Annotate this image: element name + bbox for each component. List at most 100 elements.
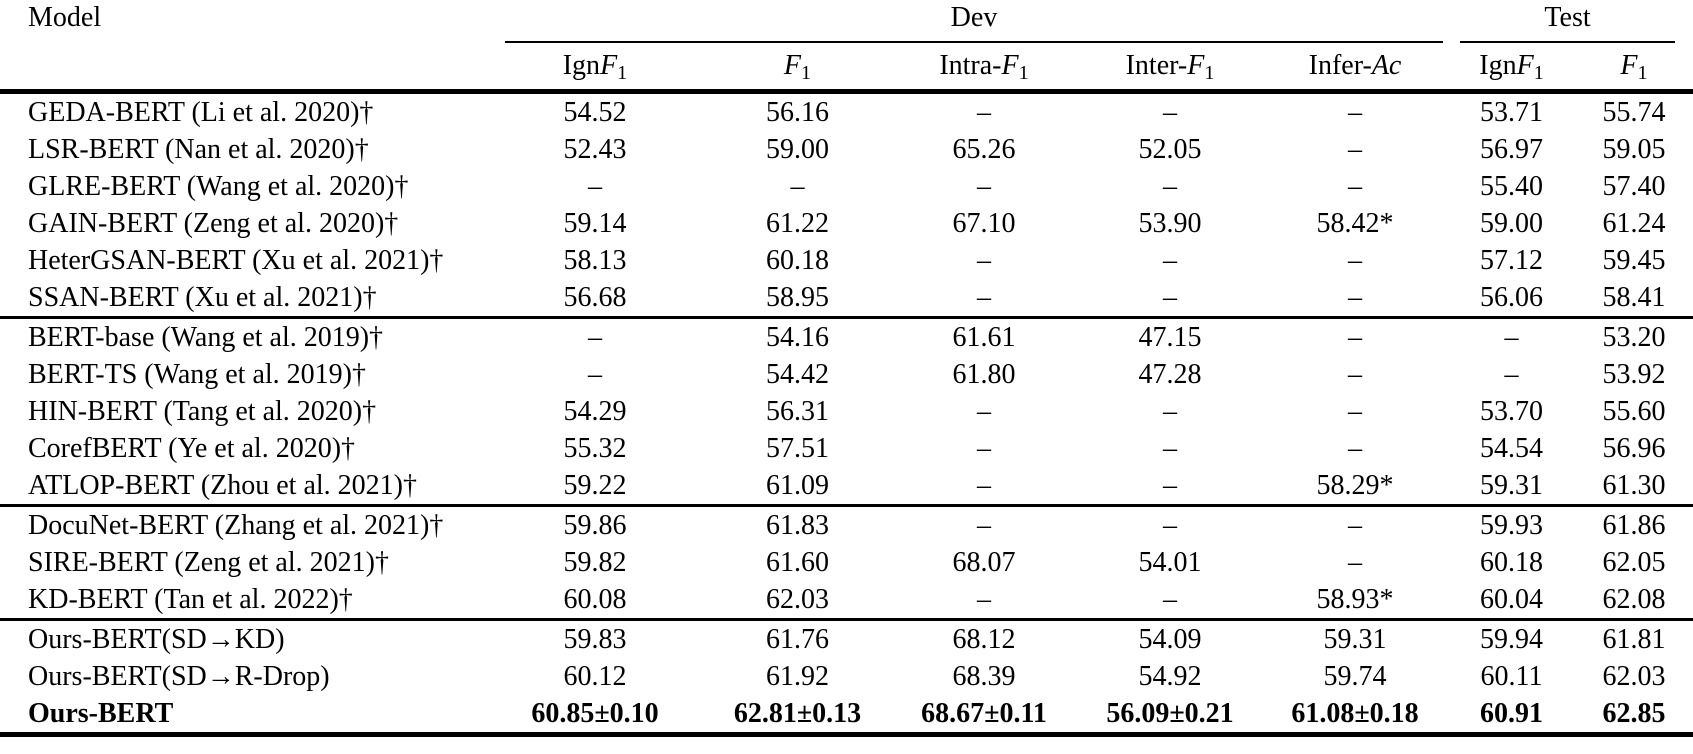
value-cell: 55.32 — [563, 433, 627, 464]
value-cell: 59.86 — [485, 504, 705, 544]
value-cell: 53.92 — [1602, 359, 1666, 390]
value-cell: 53.70 — [1480, 396, 1544, 427]
value-cell: – — [1348, 433, 1362, 464]
value-cell: 54.09 — [1078, 618, 1262, 658]
dev-group-header: Dev — [485, 0, 1448, 43]
model-name: GLRE-BERT (Wang et al. 2020)† — [28, 171, 409, 202]
value-cell: 68.07 — [952, 547, 1016, 578]
value-cell: 54.92 — [1138, 661, 1202, 692]
value-cell: – — [1163, 245, 1177, 276]
value-cell: 59.82 — [563, 547, 627, 578]
value-cell: 59.22 — [563, 470, 627, 501]
value-cell: 65.26 — [952, 134, 1016, 165]
value-cell: 60.91 — [1480, 698, 1544, 729]
value-cell: 61.92 — [766, 661, 829, 692]
model-column-header: Model — [0, 0, 485, 94]
value-cell: – — [588, 171, 602, 202]
table-row: HIN-BERT (Tang et al. 2020)† 54.29 56.31 – –… — [0, 393, 1693, 430]
value-cell: 54.42 — [766, 359, 829, 390]
results-table: Model Dev Test IgnF1 F1 Intra-F1 Inter-F… — [0, 0, 1693, 737]
table-row: ATLOP-BERT (Zhou et al. 2021)† 59.22 61.09… — [0, 467, 1693, 506]
table-row: GLRE-BERT (Wang et al. 2020)† – – – – – 55.40 5… — [0, 168, 1693, 205]
value-cell: 56.09±0.21 — [1106, 698, 1234, 729]
value-cell: – — [1348, 359, 1362, 390]
header-prefix: Infer- — [1308, 50, 1372, 81]
value-cell: – — [1504, 359, 1519, 390]
col-header-test-ignf1: IgnF1 — [1448, 43, 1576, 94]
value-cell: – — [1163, 396, 1177, 427]
test-group-label: Test — [1544, 2, 1591, 33]
value-cell: 60.04 — [1480, 584, 1544, 615]
value-cell: 56.06 — [1480, 282, 1544, 313]
value-cell: 61.24 — [1602, 208, 1666, 239]
value-cell: – — [1348, 171, 1362, 202]
test-group-rule: Test — [1460, 2, 1676, 43]
col-header-dev-inter-f1: Inter-F1 — [1078, 43, 1262, 94]
value-cell: 62.81±0.13 — [733, 698, 862, 729]
value-cell: 57.40 — [1602, 171, 1666, 202]
value-cell: 59.05 — [1602, 134, 1666, 165]
table-row: BERT-TS (Wang et al. 2019)† – 54.42 61.80 47… — [0, 356, 1693, 393]
header-sub: 1 — [1637, 62, 1648, 85]
header-sub: 1 — [617, 62, 628, 85]
model-name: BERT-base (Wang et al. 2019)† — [0, 316, 485, 356]
value-cell: 59.74 — [1323, 661, 1387, 692]
value-cell: – — [1163, 433, 1177, 464]
table-row: Ours-BERT 60.85±0.10 62.81±0.13 68.67±0.11 5… — [0, 695, 1693, 735]
table-row: HeterGSAN-BERT (Xu et al. 2021)† 58.13 60.… — [0, 242, 1693, 279]
header-math: F — [600, 50, 618, 81]
value-cell: 60.85±0.10 — [531, 698, 659, 729]
value-cell: – — [1078, 504, 1262, 544]
value-cell: 54.52 — [563, 97, 627, 128]
model-name: DocuNet-BERT (Zhang et al. 2021)† — [0, 504, 485, 544]
value-cell: – — [977, 433, 991, 464]
value-cell: 52.43 — [563, 134, 627, 165]
table-row: CorefBERT (Ye et al. 2020)† 55.32 57.51 – – –… — [0, 430, 1693, 467]
value-cell: 56.31 — [766, 396, 829, 427]
block-prior-graph-models: GEDA-BERT (Li et al. 2020)† 54.52 56.16 – – –… — [0, 92, 1693, 318]
header-sub: 1 — [1533, 62, 1544, 85]
table-row: KD-BERT (Tan et al. 2022)† 60.08 62.03 – – 58… — [0, 581, 1693, 620]
value-cell: 62.03 — [1602, 661, 1666, 692]
value-cell: 53.71 — [1480, 97, 1544, 128]
model-name: Ours-BERT(SD→R-Drop) — [28, 661, 330, 692]
table-row: GAIN-BERT (Zeng et al. 2020)† 59.14 61.22 6… — [0, 205, 1693, 242]
value-cell: 59.31 — [1480, 470, 1544, 501]
col-header-dev-f1: F1 — [705, 43, 890, 94]
value-cell: 61.30 — [1602, 470, 1666, 501]
value-cell: 54.29 — [563, 396, 627, 427]
table-row: SSAN-BERT (Xu et al. 2021)† 56.68 58.95 – – –… — [0, 279, 1693, 318]
value-cell: 59.31 — [1262, 618, 1449, 658]
table-row: Ours-BERT(SD→R-Drop) 60.12 61.92 68.39 54.92… — [0, 658, 1693, 695]
header-sub: 1 — [1204, 62, 1215, 85]
value-cell: 58.29* — [1316, 470, 1394, 501]
value-cell: 58.41 — [1602, 282, 1666, 313]
col-header-test-f1: F1 — [1575, 43, 1693, 94]
value-cell: 56.97 — [1480, 134, 1544, 165]
value-cell: 59.00 — [766, 134, 829, 165]
dev-group-rule: Dev — [505, 2, 1444, 43]
value-cell: 58.93* — [1316, 584, 1394, 615]
value-cell: – — [1348, 396, 1362, 427]
value-cell: 59.00 — [1480, 208, 1544, 239]
value-cell: 61.81 — [1575, 618, 1693, 658]
table-row: GEDA-BERT (Li et al. 2020)† 54.52 56.16 – – –… — [0, 92, 1693, 132]
value-cell: – — [588, 359, 602, 390]
value-cell: 61.08±0.18 — [1291, 698, 1419, 729]
value-cell: 60.11 — [1480, 661, 1543, 692]
value-cell: 62.85 — [1602, 698, 1666, 729]
value-cell: 61.60 — [766, 547, 829, 578]
value-cell: – — [1163, 171, 1177, 202]
col-header-dev-infer-ac: Infer-Ac — [1262, 43, 1449, 94]
model-header-label: Model — [28, 2, 102, 33]
value-cell: – — [1163, 584, 1177, 615]
value-cell: 55.74 — [1602, 97, 1666, 128]
header-prefix: Ign — [1479, 50, 1517, 81]
header-prefix: Intra- — [939, 50, 1002, 81]
value-cell: 58.95 — [766, 282, 829, 313]
value-cell: – — [1163, 97, 1177, 128]
model-name: KD-BERT (Tan et al. 2022)† — [28, 584, 353, 615]
model-name: ATLOP-BERT (Zhou et al. 2021)† — [28, 470, 417, 501]
model-name: HIN-BERT (Tang et al. 2020)† — [28, 396, 377, 427]
value-cell: – — [977, 97, 991, 128]
